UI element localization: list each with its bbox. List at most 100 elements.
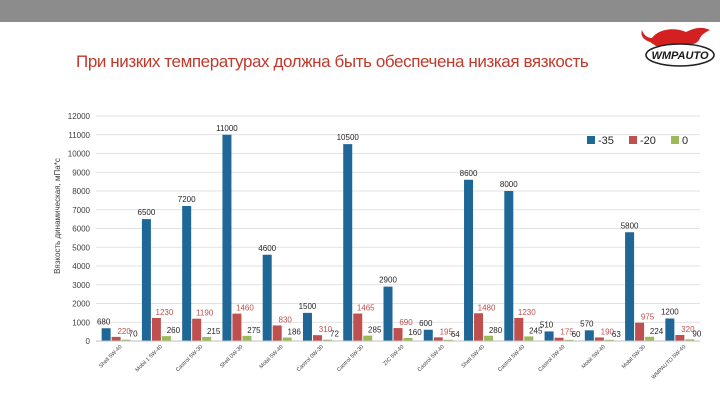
bar [403, 338, 413, 341]
bar [232, 313, 242, 341]
bar [343, 144, 353, 341]
data-label: 190 [601, 327, 615, 336]
y-tick-label: 4000 [72, 262, 90, 271]
data-label: 245 [529, 326, 543, 335]
bar [182, 206, 192, 341]
bar [282, 337, 292, 341]
bar [101, 328, 111, 341]
bar [423, 329, 433, 341]
bar [474, 313, 484, 341]
data-label: 680 [97, 317, 111, 326]
y-axis-label: Вязкость динамическая, мПа*с [53, 158, 62, 274]
bar [353, 313, 363, 341]
bar [594, 337, 604, 341]
bar [675, 335, 685, 341]
data-label: 70 [129, 330, 138, 339]
x-tick-label: Castrol 5W-40 [497, 344, 526, 373]
data-label: 7200 [178, 195, 196, 204]
bar [141, 219, 151, 341]
data-label: 570 [580, 319, 594, 328]
bar [202, 336, 212, 341]
data-label: 690 [399, 318, 413, 327]
x-tick-label: Mobil 5W-40 [581, 344, 607, 370]
bars [101, 134, 695, 341]
horse-icon [650, 27, 710, 48]
legend: -35 -20 0 [587, 135, 688, 147]
y-tick-label: 9000 [72, 168, 90, 177]
y-tick-label: 8000 [72, 187, 90, 196]
data-label: 2900 [379, 276, 397, 285]
data-label: 4600 [258, 244, 276, 253]
data-label: 60 [572, 330, 581, 339]
y-tick-label: 7000 [72, 206, 90, 215]
bar [262, 254, 272, 341]
data-label: 11000 [216, 124, 238, 133]
bar [635, 322, 645, 341]
x-tick-label: Mobil 1 5W-40 [135, 344, 164, 373]
logo-text: WMPAUTO [651, 50, 708, 62]
data-label: 1190 [196, 309, 214, 318]
data-label: 1480 [478, 303, 496, 312]
bar [151, 317, 161, 341]
data-label: 1465 [357, 304, 375, 313]
x-tick-label: Shell 0W-30 [219, 344, 244, 369]
bar [645, 336, 655, 341]
bar [685, 339, 695, 341]
bar [604, 339, 614, 341]
bar [322, 339, 332, 341]
y-tick-label: 0 [86, 337, 91, 346]
brand-logo: WMPAUTO [641, 27, 715, 67]
top-bar [0, 0, 720, 22]
y-axis-ticks: 0 1000 2000 3000 4000 5000 6000 7000 8000 9000 100… [68, 112, 91, 346]
bar [443, 339, 453, 341]
data-label: 1460 [236, 304, 254, 313]
bar [554, 337, 564, 341]
data-label: 90 [692, 329, 701, 338]
data-label: 600 [419, 319, 433, 328]
x-tick-label: ZIC 5W-40 [382, 344, 405, 367]
data-label: 1230 [518, 308, 536, 317]
data-label: 220 [117, 327, 131, 336]
data-label: 1230 [156, 308, 174, 317]
slide-title: При низких температурах должна быть обес… [76, 52, 589, 71]
data-label: 5800 [621, 221, 639, 230]
data-label: 224 [650, 327, 664, 336]
data-label: 186 [288, 328, 302, 337]
bar [192, 318, 202, 341]
data-label: 64 [451, 330, 460, 339]
data-label: 275 [247, 326, 261, 335]
bar [121, 339, 131, 341]
x-tick-label: Shell 5W-40 [461, 344, 486, 369]
data-label: 72 [330, 330, 339, 339]
data-label: 160 [408, 328, 422, 337]
legend-label: 0 [682, 135, 688, 147]
bar [302, 312, 312, 341]
data-label: 280 [489, 326, 503, 335]
bar [161, 336, 171, 341]
data-label: 63 [612, 330, 621, 339]
bar [544, 331, 554, 341]
y-tick-label: 10000 [68, 150, 91, 159]
y-tick-label: 6000 [72, 225, 90, 234]
x-tick-label: Mobil 5W-30 [621, 344, 647, 370]
data-label: 8600 [460, 169, 478, 178]
data-label: 10500 [337, 133, 360, 142]
data-label: 310 [319, 325, 333, 334]
x-tick-label: Mobil 5W-40 [259, 344, 285, 370]
data-label: 285 [368, 326, 382, 335]
data-label: 215 [207, 327, 221, 336]
x-tick-label: WMPAUTO 5W-40 [651, 344, 688, 381]
bar [383, 286, 393, 341]
y-tick-label: 1000 [72, 318, 90, 327]
legend-label: -20 [640, 135, 656, 147]
data-label: 320 [681, 325, 695, 334]
bar [665, 318, 675, 341]
logo-oval [645, 43, 715, 67]
data-label: 195 [440, 327, 454, 336]
x-tick-label: Castrol 0W-40 [537, 344, 566, 373]
bar [484, 335, 494, 341]
legend-label: -35 [598, 135, 614, 147]
data-label: 1500 [299, 302, 317, 311]
x-tick-label: Castrol 5W-40 [417, 344, 446, 373]
